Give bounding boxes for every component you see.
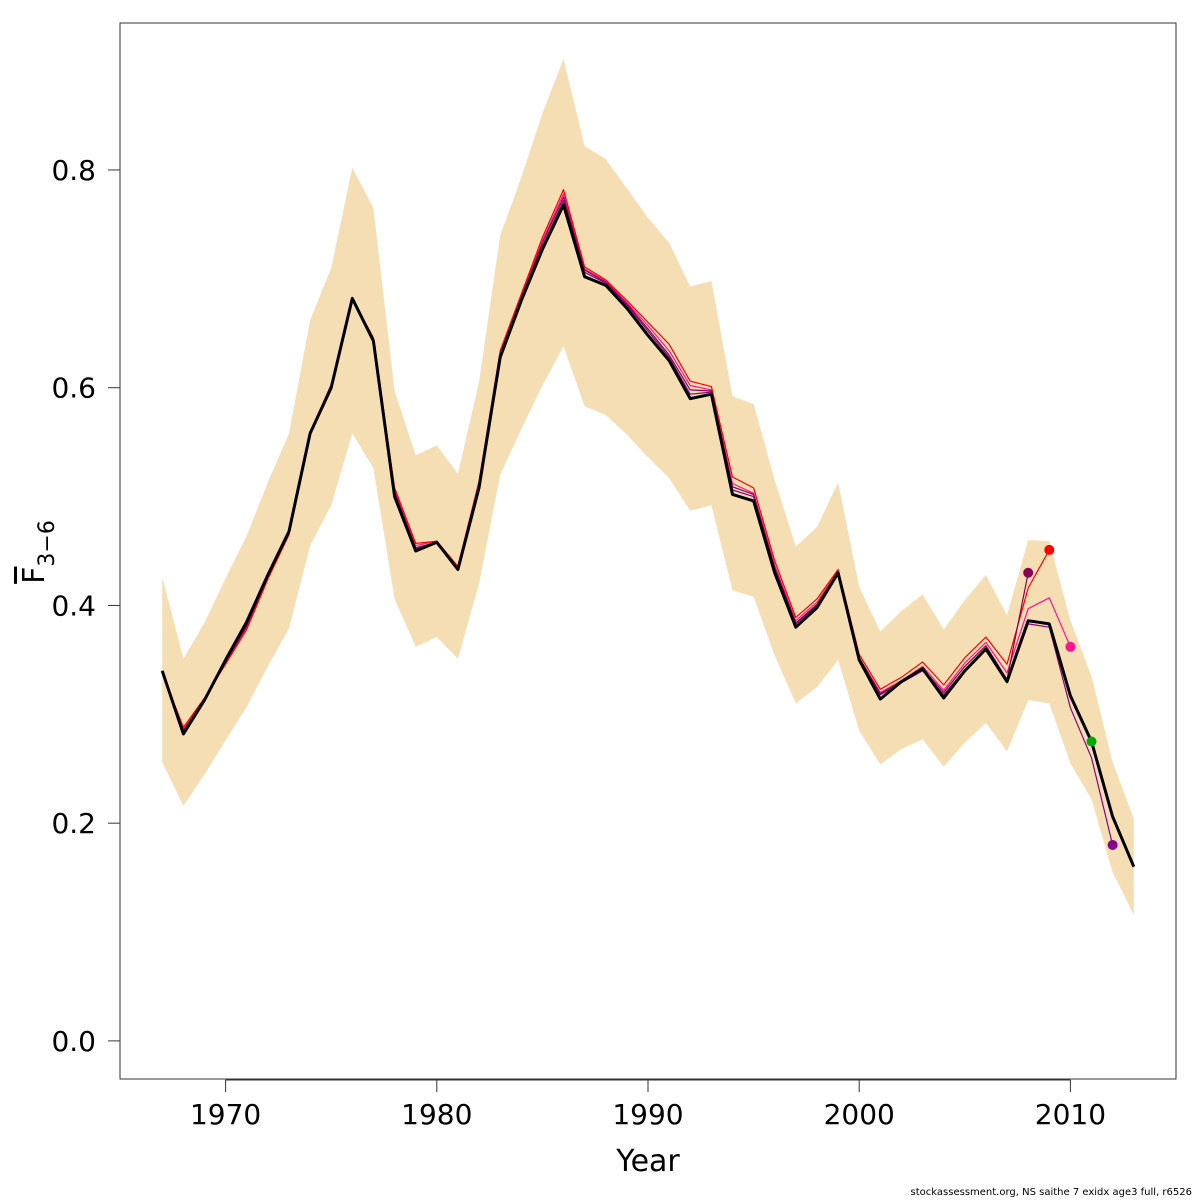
x-axis-title: Year [615,1144,680,1179]
footer-credit: stockassessment.org, NS saithe 7 exidx a… [910,1187,1192,1198]
x-axis: 1970 1980 1990 2000 2010 [190,1079,1106,1131]
y-axis-title-main: F [17,567,52,584]
y-tick-label: 0.4 [51,589,96,622]
x-tick-label: 1990 [612,1098,683,1131]
series-endpoint [1023,567,1034,578]
series-line [160,203,1136,868]
y-axis-title-sub: 3−6 [35,520,60,566]
y-tick-label: 0.0 [51,1025,96,1058]
series-endpoint [1107,839,1118,850]
series-endpoint [1044,544,1055,555]
y-axis: 0.0 0.2 0.4 0.6 0.8 [51,154,121,1058]
y-tick-label: 0.2 [51,807,96,840]
y-axis-title: F3−6 [17,520,60,584]
series-endpoint [1065,641,1076,652]
x-tick-label: 1980 [401,1098,472,1131]
x-tick-label: 2000 [824,1098,895,1131]
series-endpoint [1086,736,1097,747]
x-tick-label: 1970 [190,1098,261,1131]
y-tick-label: 0.8 [51,154,96,187]
svg-text:F3−6: F3−6 [17,520,60,584]
plot-area [160,58,1136,915]
y-tick-label: 0.6 [51,372,96,405]
confidence-band [162,58,1134,915]
x-tick-label: 2010 [1035,1098,1106,1131]
